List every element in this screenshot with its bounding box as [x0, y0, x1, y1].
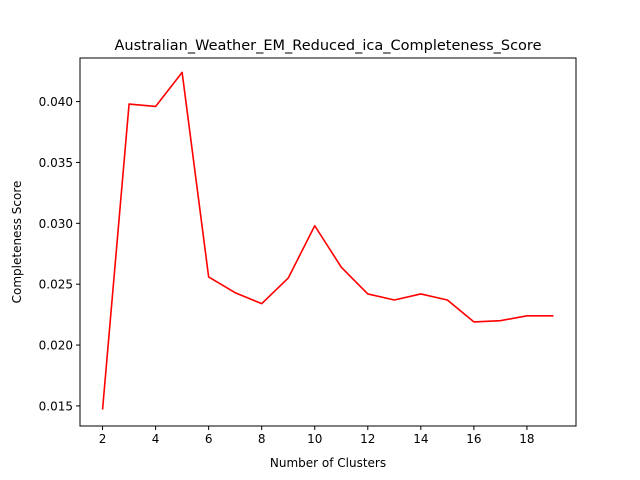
y-tick-label: 0.030	[39, 217, 73, 231]
series-layer	[101, 71, 554, 410]
y-tick-label: 0.040	[39, 95, 73, 109]
series-line	[101, 71, 554, 410]
y-axis-title: Completeness Score	[10, 181, 24, 304]
y-tick-label: 0.020	[39, 339, 73, 353]
x-tick-label: 18	[519, 432, 534, 446]
x-tick-label: 16	[466, 432, 481, 446]
y-tick-label: 0.015	[39, 399, 73, 413]
x-tick-label: 10	[307, 432, 322, 446]
chart-title: Australian_Weather_EM_Reduced_ica_Comple…	[115, 38, 542, 54]
x-tick-label: 6	[205, 432, 213, 446]
axis-ticks: 2 4 6 8 10 12 14 16 18 0.015 0.020 0.025 0.030 0.035 0…	[39, 95, 535, 446]
x-tick-label: 2	[99, 432, 107, 446]
x-tick-label: 4	[152, 432, 160, 446]
x-tick-label: 14	[413, 432, 428, 446]
x-axis-title: Number of Clusters	[270, 456, 386, 470]
y-tick-label: 0.025	[39, 278, 73, 292]
y-tick-label: 0.035	[39, 156, 73, 170]
x-tick-label: 8	[258, 432, 266, 446]
x-tick-label: 12	[360, 432, 375, 446]
plot-frame	[79, 57, 577, 427]
